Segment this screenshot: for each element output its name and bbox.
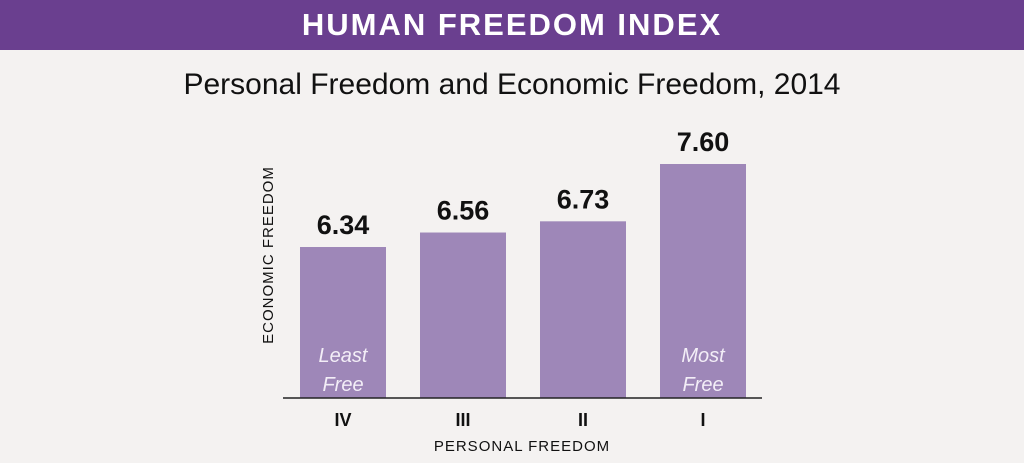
bar-annotation-2-line-1: Most: [681, 345, 726, 367]
bar-annotation-1-line-2: Free: [322, 374, 363, 396]
x-tick-label-4: I: [700, 410, 705, 430]
chart-title: Personal Freedom and Economic Freedom, 2…: [183, 68, 841, 101]
x-axis-label: PERSONAL FREEDOM: [434, 438, 610, 455]
x-tick-label-2: III: [455, 410, 470, 430]
bar-annotation-2-line-2: Free: [682, 374, 723, 396]
value-label-2: 6.56: [437, 196, 490, 226]
header-banner: HUMAN FREEDOM INDEX: [0, 0, 1024, 50]
bar-annotation-1-line-1: Least: [319, 345, 369, 367]
x-tick-label-3: II: [578, 410, 588, 430]
value-label-1: 6.34: [317, 210, 370, 240]
bar-4: [660, 164, 746, 398]
y-axis-label: ECONOMIC FREEDOM: [260, 166, 277, 344]
bar-1: [300, 247, 386, 398]
bar-2: [420, 232, 506, 398]
x-tick-label-1: IV: [334, 410, 351, 430]
value-label-4: 7.60: [677, 127, 730, 157]
value-label-3: 6.73: [557, 184, 610, 214]
bar-3: [540, 221, 626, 398]
header-title: HUMAN FREEDOM INDEX: [301, 7, 723, 42]
